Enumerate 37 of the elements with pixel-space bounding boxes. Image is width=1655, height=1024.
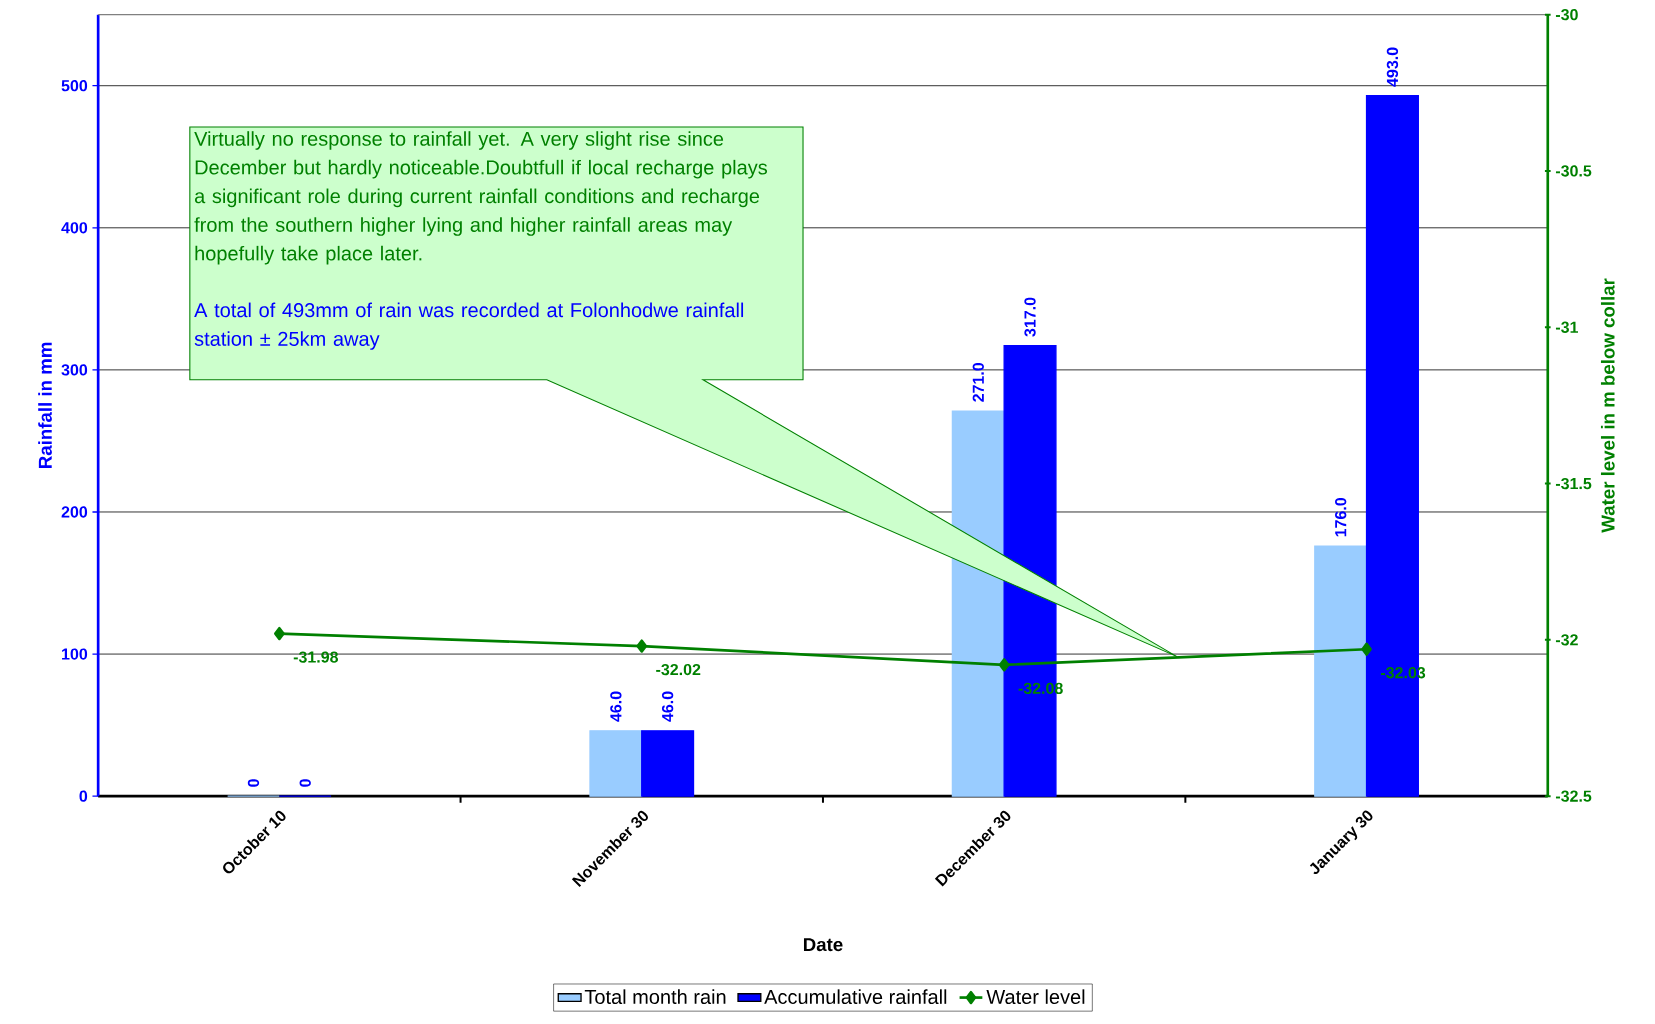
- legend-label: Water level: [986, 989, 1085, 1004]
- y-axis-title: Rainfall in mm: [38, 342, 52, 468]
- y-tick-label: 100: [62, 648, 88, 660]
- data-label: 46.0: [661, 691, 674, 722]
- y-tick-label: 200: [61, 506, 88, 518]
- annotation: Virtually no response to rainfall yet. A very slight rise since December but hardly noticeable.Doubtfull if local recharge plays a significant role during current rainfall conditions and recharge from the southern higher lying and higher rainfall areas may hopefully take place later.: [194, 131, 768, 265]
- data-label: -31.98: [293, 651, 339, 663]
- data-label: 493.0: [1386, 47, 1399, 87]
- bar: [641, 730, 695, 797]
- y2-tick-label: -30.5: [1555, 165, 1592, 177]
- legend-label: Total month rain: [584, 989, 726, 1004]
- y-tick-label: 0: [79, 790, 88, 802]
- data-label: 46.0: [610, 691, 622, 722]
- point: [998, 658, 1010, 672]
- y2-axis-title: Water level in m below collar: [1600, 278, 1615, 533]
- y-tick-label: 500: [61, 79, 88, 92]
- y2-tick-label: -32: [1555, 634, 1578, 646]
- data-label: 271.0: [972, 362, 984, 402]
- x-axis-title: Date: [803, 938, 843, 952]
- data-label: 317.0: [1024, 297, 1036, 337]
- y2-tick-label: -31: [1555, 321, 1578, 333]
- data-label: 0: [299, 779, 311, 787]
- data-label: 0: [247, 779, 260, 787]
- data-label: -32.02: [656, 663, 701, 676]
- y2-tick-label: -31.5: [1555, 477, 1592, 490]
- annotation: A total of 493mm of rain was recorded at Folonhodwe rainfall station ± 25km away: [194, 302, 744, 350]
- data-label: 176.0: [1335, 497, 1347, 537]
- point: [636, 639, 648, 653]
- point: [274, 626, 285, 641]
- legend-label: Accumulative rainfall: [764, 989, 947, 1004]
- point: [1361, 642, 1372, 656]
- y2-tick-label: -32.5: [1555, 790, 1592, 802]
- y-tick-label: 300: [61, 364, 88, 376]
- bar: [589, 730, 643, 797]
- y-tick-label: 400: [61, 222, 88, 234]
- bar: [1314, 545, 1368, 797]
- y2-tick-label: -30: [1555, 8, 1578, 21]
